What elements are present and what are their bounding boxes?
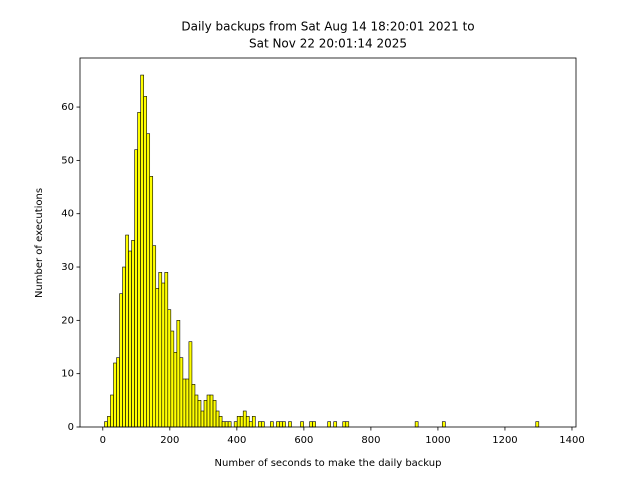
bar bbox=[327, 421, 331, 428]
bar bbox=[342, 421, 347, 428]
y-tick-label: 30 bbox=[61, 262, 74, 273]
bar bbox=[236, 416, 241, 428]
bar bbox=[104, 421, 108, 428]
bar bbox=[233, 421, 238, 428]
bar bbox=[535, 421, 540, 428]
bar bbox=[146, 133, 151, 428]
bar bbox=[209, 394, 214, 428]
bar bbox=[197, 400, 202, 428]
bar bbox=[270, 421, 274, 428]
x-tick-label: 800 bbox=[361, 435, 380, 446]
bar bbox=[345, 421, 350, 428]
y-tick-label: 60 bbox=[61, 102, 74, 113]
bar bbox=[203, 400, 208, 428]
bar bbox=[179, 357, 184, 428]
x-tick-label: 200 bbox=[160, 435, 179, 446]
bar bbox=[206, 394, 211, 428]
bar bbox=[257, 421, 262, 428]
bar bbox=[261, 421, 265, 428]
bar bbox=[312, 421, 316, 428]
x-tick-label: 1200 bbox=[492, 435, 517, 446]
bar bbox=[248, 421, 253, 428]
bar bbox=[300, 421, 304, 428]
bar bbox=[110, 394, 114, 428]
bar bbox=[245, 416, 250, 428]
bar bbox=[122, 266, 126, 428]
chart-title: Daily backups from Sat Aug 14 18:20:01 2… bbox=[181, 20, 474, 34]
bar bbox=[134, 149, 138, 428]
y-tick-label: 10 bbox=[61, 369, 74, 380]
bar bbox=[279, 421, 283, 428]
bar bbox=[119, 293, 123, 428]
bar bbox=[276, 421, 280, 428]
bar bbox=[140, 74, 144, 428]
bar bbox=[441, 421, 446, 428]
bar bbox=[173, 352, 178, 428]
x-axis-label: Number of seconds to make the daily back… bbox=[215, 458, 442, 469]
bar bbox=[137, 112, 141, 428]
bar bbox=[288, 421, 292, 428]
bar bbox=[218, 416, 223, 428]
y-tick-label: 0 bbox=[68, 422, 74, 433]
bar bbox=[170, 330, 175, 428]
bar bbox=[131, 240, 135, 428]
bar bbox=[221, 421, 226, 428]
bar bbox=[188, 341, 193, 428]
bar bbox=[414, 421, 419, 428]
bar bbox=[239, 416, 244, 428]
bar bbox=[282, 421, 286, 428]
bar bbox=[149, 176, 154, 428]
chart-title: Sat Nov 22 20:01:14 2025 bbox=[249, 37, 407, 51]
y-tick-label: 50 bbox=[61, 155, 74, 166]
bar bbox=[215, 410, 220, 428]
bar bbox=[242, 410, 247, 428]
bar bbox=[125, 234, 129, 428]
bar bbox=[309, 421, 313, 428]
y-tick-label: 40 bbox=[61, 209, 74, 220]
x-tick-label: 0 bbox=[100, 435, 106, 446]
bar bbox=[224, 421, 229, 428]
x-tick-label: 1400 bbox=[559, 435, 584, 446]
bar bbox=[107, 416, 111, 428]
bar bbox=[155, 288, 160, 428]
x-tick-label: 400 bbox=[227, 435, 246, 446]
bar bbox=[164, 272, 169, 428]
bar bbox=[176, 320, 181, 428]
y-axis-label: Number of executions bbox=[34, 188, 45, 298]
bar bbox=[116, 357, 120, 428]
bar bbox=[200, 410, 205, 428]
x-tick-label: 600 bbox=[294, 435, 313, 446]
bar bbox=[152, 245, 157, 428]
bar bbox=[212, 400, 217, 428]
bar bbox=[185, 378, 190, 428]
y-tick-label: 20 bbox=[61, 315, 74, 326]
bar bbox=[113, 362, 117, 428]
bar bbox=[333, 421, 338, 428]
bar bbox=[194, 394, 199, 428]
bar bbox=[161, 282, 166, 428]
bar bbox=[227, 421, 232, 428]
bar bbox=[191, 384, 196, 428]
bar bbox=[143, 96, 147, 428]
x-tick-label: 1000 bbox=[425, 435, 450, 446]
bar bbox=[128, 250, 132, 428]
bar bbox=[182, 378, 187, 428]
bar bbox=[251, 416, 256, 428]
bar bbox=[158, 272, 163, 428]
bar bbox=[167, 309, 172, 428]
plot-frame bbox=[79, 57, 577, 428]
